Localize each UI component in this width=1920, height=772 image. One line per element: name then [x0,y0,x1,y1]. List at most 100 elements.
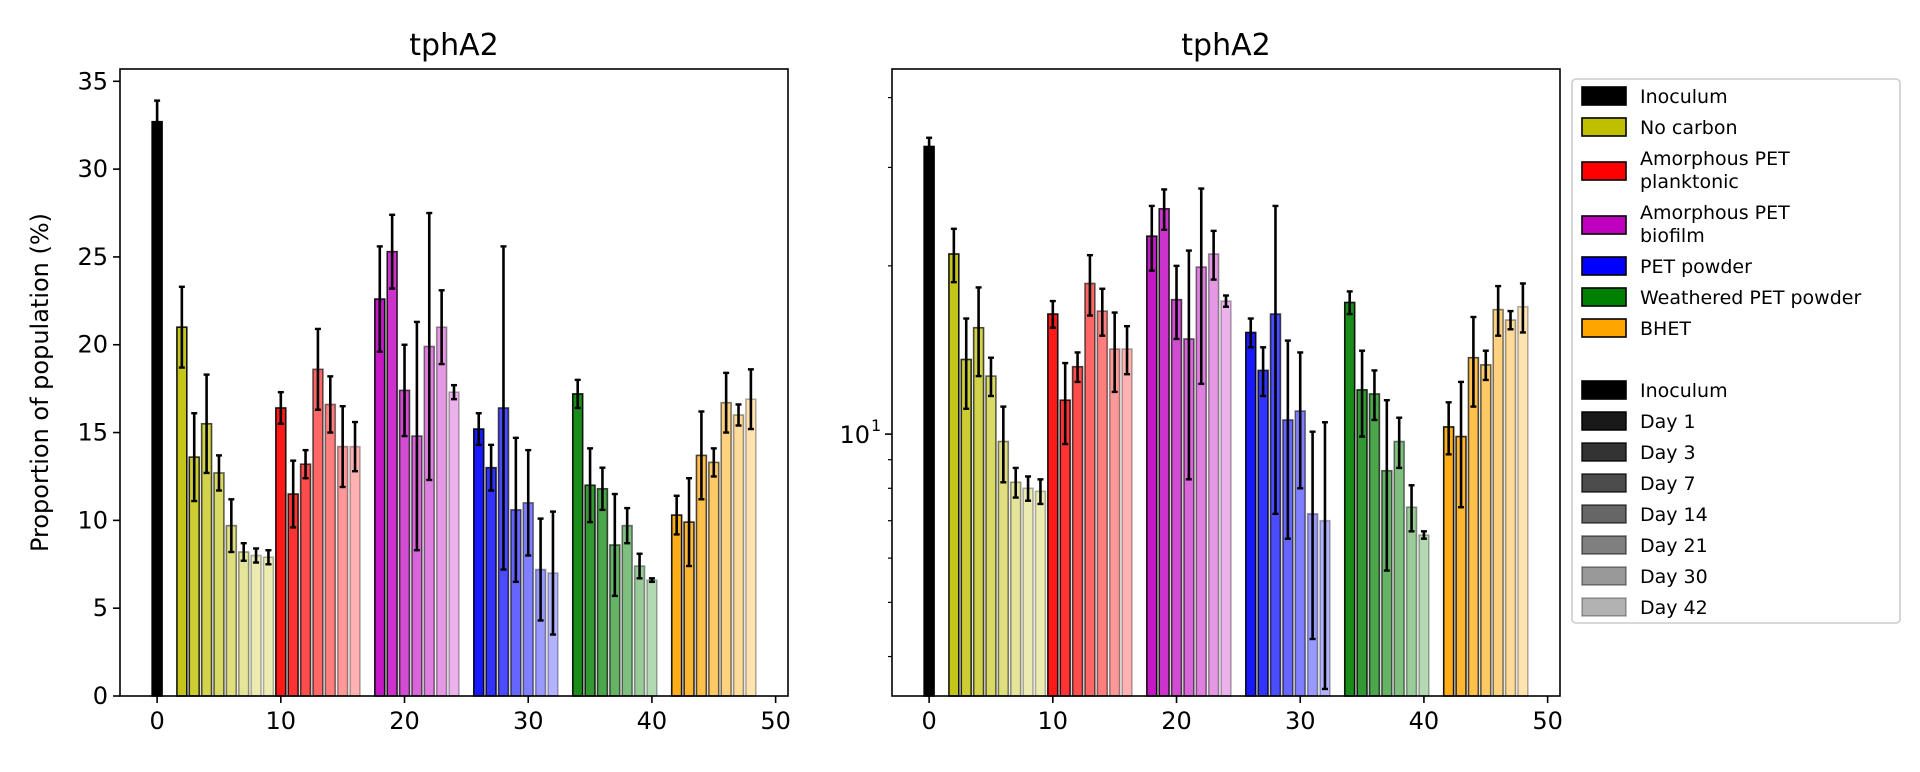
left-ytick-label: 5 [93,594,108,622]
legend-label: Day 7 [1640,473,1696,495]
right-bar [1368,393,1381,697]
left-ylabel: Proportion of population (%) [26,213,54,552]
right-bar [1096,310,1109,697]
right-bar [1418,534,1430,697]
left-bar [448,391,460,697]
right-xtick-label: 30 [1285,707,1316,735]
left-bar [312,368,324,697]
right-bar [1084,282,1096,697]
left-bar [670,514,683,697]
left-bar [485,466,497,697]
right-bar [1009,481,1022,697]
right-bar [1480,364,1492,697]
right-bar [1121,348,1133,697]
legend-swatch [1581,287,1627,307]
right-bar [1071,365,1084,697]
right-bar [1207,253,1220,697]
right-bar [1158,207,1170,697]
legend-label: Day 42 [1640,597,1708,619]
right-ytick-label: 10 [839,421,870,449]
left-xtick-label: 20 [389,707,420,735]
left-ytick-label: 0 [93,682,108,710]
right-bar [1467,356,1480,697]
right-bar [1047,313,1059,697]
left-ytick-label: 20 [77,331,108,359]
left-bar [151,120,163,697]
left-bar [262,556,275,697]
legend-label: Amorphous PET [1640,202,1790,224]
left-bar [633,565,646,697]
left-bar [621,524,633,697]
right-bar [1022,487,1034,697]
right-bar [1220,300,1232,697]
left-bar [708,461,720,697]
right-bar [1504,319,1517,697]
legend-label: Day 21 [1640,535,1708,557]
left-bar [732,414,745,697]
legend-label: PET powder [1640,256,1752,278]
right-bar [1146,235,1158,697]
left-xtick-label: 50 [760,707,791,735]
legend-swatch [1581,566,1627,586]
right-bar [1492,308,1504,697]
legend-swatch [1581,215,1627,235]
legend-swatch [1581,442,1627,462]
left-bar [275,407,287,697]
right-axes-frame [891,68,1561,697]
legend-label: Weathered PET powder [1640,287,1861,309]
legend-swatch [1581,256,1627,276]
legend-swatch [1581,473,1627,493]
right-bar [1393,440,1405,697]
right-bar [1257,369,1269,697]
legend-swatch [1581,86,1627,106]
left-bar [745,398,757,697]
left-bar [237,551,250,697]
right-bar [1517,305,1529,697]
right-ytick-label-exponent: 1 [871,416,881,435]
left-bar [646,579,658,697]
right-bar [1343,301,1356,697]
left-ytick-label: 35 [77,67,108,95]
left-bar [213,472,225,697]
legend-label: Inoculum [1640,86,1728,108]
left-bar [472,428,485,697]
left-bar [349,445,361,697]
legend-label: Amorphous PET [1640,148,1790,170]
left-bar [386,250,398,697]
left-bar [324,403,337,697]
legend-swatch [1581,535,1627,555]
right-bar [1244,331,1257,697]
right-bar [1442,426,1455,697]
legend-label: Day 30 [1640,566,1708,588]
right-bar [972,326,985,697]
left-chart: tphA2 0 10 20 30 40 50 0 5 10 15 20 25 30 35 Proportion… [26,28,791,735]
left-xtick-label: 40 [637,707,668,735]
right-xtick-label: 10 [1038,707,1069,735]
left-xtick-label: 30 [513,707,544,735]
legend-label: Day 14 [1640,504,1708,526]
legend-label: No carbon [1640,117,1738,139]
left-bar [571,393,584,697]
right-xtick-label: 0 [921,707,936,735]
right-xtick-label: 20 [1161,707,1192,735]
right-bar [923,145,935,697]
legend-label: BHET [1640,318,1691,340]
left-ytick-label: 25 [77,243,108,271]
right-bar [1108,348,1121,697]
left-axes-frame [119,68,789,697]
legend-swatch [1581,380,1627,400]
left-bar [720,401,732,697]
left-bar [374,298,386,697]
legend-label: Day 3 [1640,442,1696,464]
right-bar [948,253,960,697]
legend-swatch [1581,161,1627,181]
legend-swatch [1581,117,1627,137]
left-xtick-label: 0 [149,707,164,735]
legend-swatch [1581,504,1627,524]
left-title: tphA2 [409,28,498,63]
left-bar [176,326,188,697]
left-ytick-label: 10 [77,506,108,534]
legend-swatch [1581,411,1627,431]
